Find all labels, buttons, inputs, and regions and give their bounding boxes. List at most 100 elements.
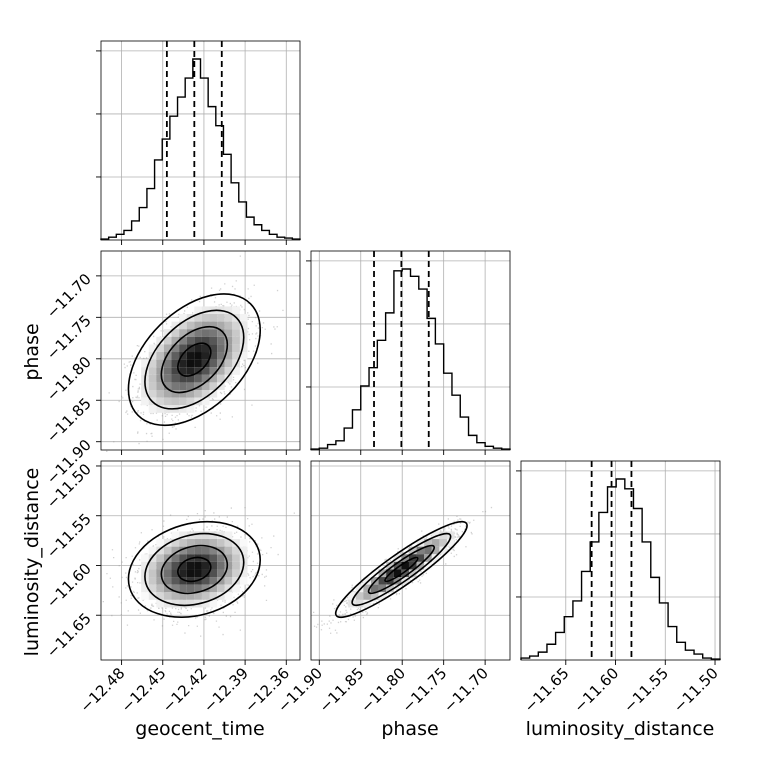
density-cell [209, 577, 218, 585]
density-cell [156, 599, 164, 608]
histogram-panel-phase [306, 251, 511, 455]
density-cell [224, 539, 233, 547]
x-tick-label-luminosity-distance: −11.65 [521, 664, 573, 716]
density-cell [163, 569, 172, 578]
density-cell [141, 367, 149, 375]
histogram-step-line [310, 268, 511, 450]
density-cell [217, 382, 225, 391]
density-cell [186, 397, 195, 406]
density-cell [363, 592, 371, 600]
x-tick-label-geocent-time: −12.45 [118, 664, 170, 716]
density-cell [209, 592, 218, 600]
density-cell [148, 584, 157, 593]
density-cell [224, 321, 233, 330]
density-cell [201, 554, 210, 562]
density-cell [156, 359, 164, 368]
density-cell [179, 329, 187, 337]
density-cell [156, 352, 164, 360]
density-cell [431, 546, 440, 555]
density-cell [201, 321, 210, 330]
density-cell [163, 359, 172, 368]
density-cell [194, 390, 202, 398]
density-cell [163, 336, 172, 345]
density-cell [156, 382, 164, 391]
density-cell [201, 374, 210, 383]
x-axis-label-phase: phase [381, 718, 438, 740]
density-cell [224, 367, 233, 375]
density-cell [194, 344, 202, 353]
density-cell [393, 561, 402, 570]
density-cell [201, 546, 210, 555]
density-cell [201, 367, 210, 375]
scatter-panel-phase-vs-geocent-time [96, 251, 300, 455]
density-cell [148, 577, 157, 585]
density-cell [201, 329, 210, 337]
density-cell [148, 569, 157, 578]
density-cell [232, 584, 240, 593]
density-cell [171, 584, 180, 593]
density-cell [239, 314, 248, 322]
density-cell [186, 336, 195, 345]
density-cell [179, 336, 187, 345]
density-cell [171, 344, 180, 353]
density-cell [179, 321, 187, 330]
density-cell [163, 329, 172, 337]
density-cell [186, 569, 195, 578]
density-cell [355, 584, 364, 593]
density-cell [217, 374, 225, 383]
density-cell [194, 539, 202, 547]
density-cell [408, 569, 417, 578]
density-cell [179, 374, 187, 383]
density-cell [179, 577, 187, 585]
density-cell [148, 546, 157, 555]
x-tick-label-phase: −11.70 [440, 664, 492, 716]
scatter-panel-luminosity-distance-vs-geocent-time [96, 461, 300, 665]
density-cell [217, 554, 225, 562]
density-cell [209, 569, 218, 578]
density-cell [217, 329, 225, 337]
density-cell [439, 531, 447, 540]
y-axis-label-luminosity-distance: luminosity_distance [21, 468, 43, 657]
density-cell [171, 561, 180, 570]
x-tick-label-geocent-time: −12.48 [76, 664, 128, 716]
density-cell [194, 367, 202, 375]
density-cell [179, 352, 187, 360]
density-cell [209, 374, 218, 383]
density-cell [416, 561, 425, 570]
density-cell [201, 577, 210, 585]
density-cell [224, 336, 233, 345]
density-cell [171, 577, 180, 585]
density-cell [224, 306, 233, 315]
density-cell [194, 531, 202, 540]
y-tick-label-phase: −11.75 [43, 311, 95, 363]
density-cell [209, 367, 218, 375]
panel-frame [310, 250, 511, 451]
panel-frame [100, 460, 301, 661]
y-tick-label-phase: −11.70 [43, 270, 95, 322]
density-cell [194, 352, 202, 360]
density-cell [186, 352, 195, 360]
density-cell [179, 569, 187, 578]
density-cell [232, 306, 240, 315]
density-cell [224, 554, 233, 562]
density-cell [186, 367, 195, 375]
density-cell [163, 546, 172, 555]
contour-line [177, 342, 212, 377]
density-cell [416, 554, 425, 562]
density-cell [370, 584, 379, 593]
density-cell [156, 539, 164, 547]
density-cell [386, 561, 394, 570]
density-cell [232, 321, 240, 330]
density-cell [232, 546, 240, 555]
histogram-step-line [520, 478, 721, 660]
density-cell [232, 336, 240, 345]
density-cell [156, 367, 164, 375]
x-axis-label-geocent-time: geocent_time [135, 718, 264, 740]
density-cell [156, 344, 164, 353]
density-cell [209, 554, 218, 562]
density-cell [217, 336, 225, 345]
density-cell [163, 592, 172, 600]
density-cell [171, 592, 180, 600]
density-cell [224, 577, 233, 585]
